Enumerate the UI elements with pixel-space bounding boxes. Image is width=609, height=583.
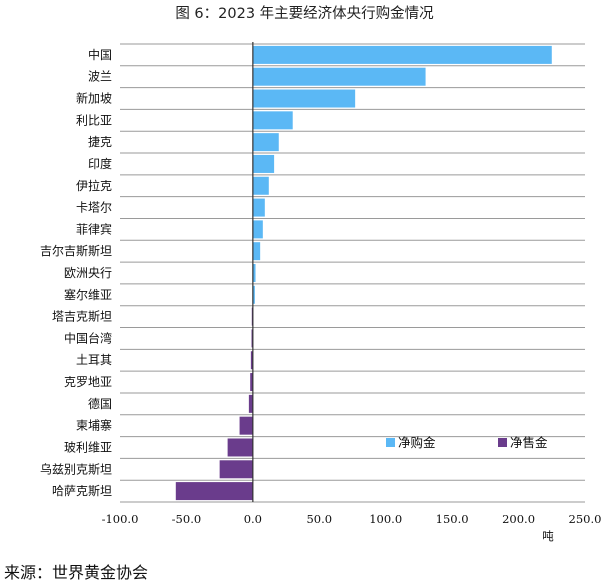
category-label: 哈萨克斯坦 xyxy=(52,484,112,498)
category-label: 塞尔维亚 xyxy=(64,287,112,302)
bar-新加坡 xyxy=(252,89,356,108)
x-tick-label: 250.0 xyxy=(569,512,602,526)
bar-哈萨克斯坦 xyxy=(175,482,253,501)
bar-土耳其 xyxy=(250,351,253,370)
bar-塞尔维亚 xyxy=(252,285,255,304)
legend-swatch xyxy=(386,438,395,447)
x-tick-label: -100.0 xyxy=(102,512,139,526)
bar-卡塔尔 xyxy=(252,198,265,217)
category-label: 菲律宾 xyxy=(76,221,112,236)
category-label: 乌兹别克斯坦 xyxy=(40,461,112,476)
bar-利比亚 xyxy=(252,111,293,130)
x-tick-label: 50.0 xyxy=(306,512,332,526)
category-label: 德国 xyxy=(88,396,112,411)
bar-欧洲央行 xyxy=(252,264,256,282)
source-note: 来源：世界黄金协会 xyxy=(4,563,149,582)
bar-捷克 xyxy=(252,133,279,152)
legend-label: 净购金 xyxy=(398,435,436,450)
category-label: 中国 xyxy=(88,47,112,62)
category-label: 克罗地亚 xyxy=(64,375,112,389)
category-label: 伊拉克 xyxy=(76,178,112,193)
legend-swatch xyxy=(498,438,507,447)
category-labels: 中国波兰新加坡利比亚捷克印度伊拉克卡塔尔菲律宾吉尔吉斯斯坦欧洲央行塞尔维亚塔吉克… xyxy=(40,47,112,498)
x-tick-label: 200.0 xyxy=(502,512,535,526)
chart-title: 图 6：2023 年主要经济体央行购金情况 xyxy=(175,6,434,22)
category-label: 新加坡 xyxy=(76,91,112,106)
x-tick-label: 150.0 xyxy=(436,512,469,526)
category-label: 土耳其 xyxy=(76,353,112,367)
bar-中国台湾 xyxy=(251,329,253,348)
bar-吉尔吉斯斯坦 xyxy=(252,242,261,261)
bar-德国 xyxy=(248,394,253,413)
gridlines xyxy=(120,43,585,503)
unit-label: 吨 xyxy=(542,529,554,543)
category-label: 欧洲央行 xyxy=(64,266,112,280)
bar-波兰 xyxy=(252,67,426,86)
bar-菲律宾 xyxy=(252,220,263,239)
legend-label: 净售金 xyxy=(510,435,548,450)
bar-乌兹别克斯坦 xyxy=(219,460,253,479)
category-label: 中国台湾 xyxy=(64,330,112,345)
legend: 净购金 净售金 xyxy=(386,435,548,450)
category-label: 波兰 xyxy=(88,70,112,84)
bar-玻利维亚 xyxy=(227,438,253,457)
bar-柬埔寨 xyxy=(239,416,253,435)
x-tick-label: 0.0 xyxy=(244,512,262,526)
bar-中国 xyxy=(252,45,552,64)
category-label: 吉尔吉斯斯坦 xyxy=(40,243,112,258)
category-label: 塔吉克斯坦 xyxy=(52,310,112,324)
category-label: 卡塔尔 xyxy=(76,200,112,215)
bar-印度 xyxy=(252,154,275,173)
bar-克罗地亚 xyxy=(250,373,253,392)
category-label: 捷克 xyxy=(88,135,112,149)
category-label: 利比亚 xyxy=(76,113,112,127)
x-tick-label: 100.0 xyxy=(369,512,402,526)
x-axis: -100.0 -50.0 0.0 50.0 100.0 150.0 200.0 250.0 吨 xyxy=(102,42,602,543)
x-tick-label: -50.0 xyxy=(172,512,202,526)
category-label: 柬埔寨 xyxy=(76,418,112,433)
bar-伊拉克 xyxy=(252,176,269,195)
bars xyxy=(175,45,552,501)
category-label: 印度 xyxy=(88,156,112,171)
category-label: 玻利维亚 xyxy=(64,440,112,454)
